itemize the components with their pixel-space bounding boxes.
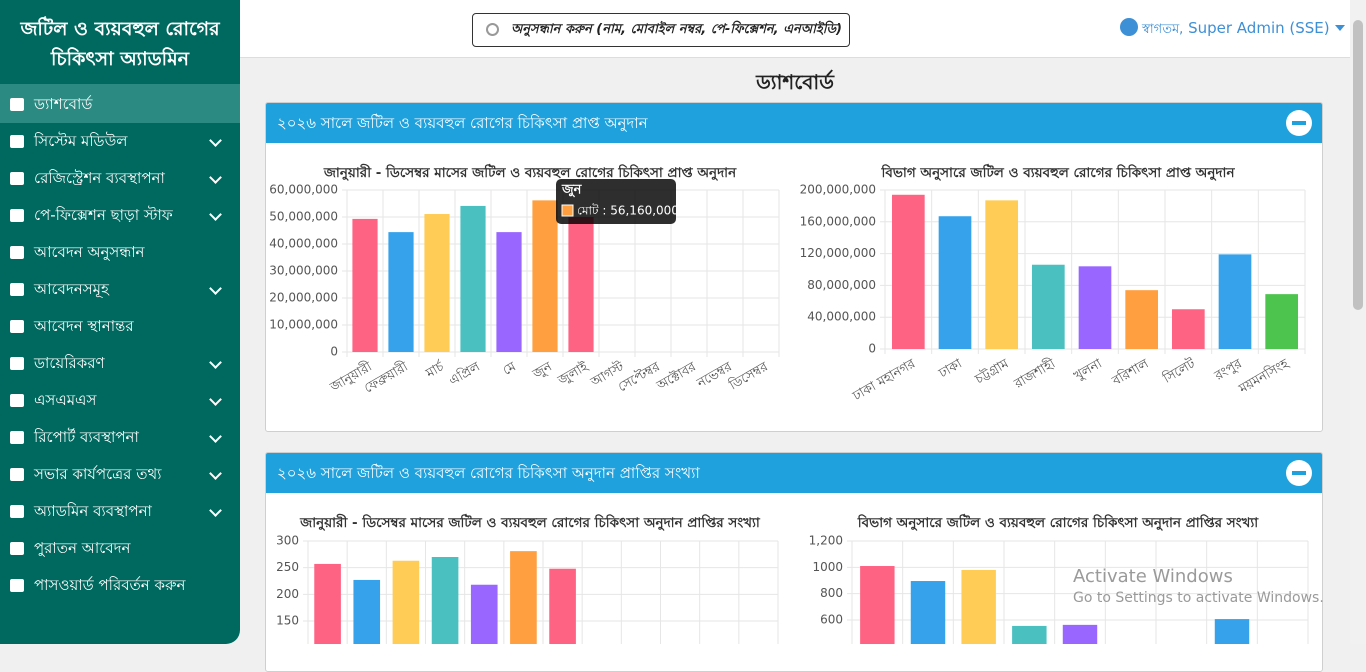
chevron (209, 393, 222, 406)
watermark-text: Go to Settings to activate Windows. (1073, 590, 1324, 606)
chevron (209, 504, 222, 517)
menu-icon (10, 172, 24, 185)
menu-icon (10, 579, 24, 592)
menu-item[interactable]: পাসওয়ার্ড পরিবর্তন করুন (0, 567, 240, 604)
menu-label: ড্যাশবোর্ড (34, 95, 93, 113)
panel-header: ২০২৬ সালে জটিল ও ব্যয়বহুল রোগের চিকিৎসা… (266, 453, 1322, 493)
menu-item[interactable]: আবেদন অনুসন্ধান (0, 234, 240, 271)
menu-icon (10, 357, 24, 370)
menu-label: ডায়েরিকরণ (34, 354, 105, 372)
chevron (209, 171, 222, 184)
greeting: স্বাগতম, (1142, 22, 1184, 37)
brand: জটিল ও ব্যয়বহুল রোগের চিকিৎসা অ্যাডমিন (0, 0, 240, 86)
chevron (209, 356, 222, 369)
menu-item[interactable]: পে-ফিক্সেশন ছাড়া স্টাফ (0, 197, 240, 234)
caret (1334, 25, 1345, 31)
menu-label: রেজিস্ট্রেশন ব্যবস্থাপনা (34, 169, 165, 187)
user-icon (1120, 18, 1138, 36)
panel-header: ২০২৬ সালে জটিল ও ব্যয়বহুল রোগের চিকিৎসা… (266, 103, 1322, 143)
search-placeholder: অনুসন্ধান করুন (নাম, মোবাইল নম্বর, পে-ফি… (511, 22, 842, 37)
panel: ২০২৬ সালে জটিল ও ব্যয়বহুল রোগের চিকিৎসা… (265, 452, 1323, 672)
menu-label: রিপোর্ট ব্যবস্থাপনা (34, 428, 139, 446)
menu-label: এসএমএস (34, 391, 97, 409)
menu-label: আবেদনসমূহ (34, 280, 109, 298)
menu-label: পুরাতন আবেদন (34, 539, 131, 557)
menu-item[interactable]: সভার কার্যপত্রের তথ্য (0, 456, 240, 493)
search-icon (486, 23, 499, 36)
menu-icon (10, 283, 24, 296)
topbar: অনুসন্ধান করুন (নাম, মোবাইল নম্বর, পে-ফি… (240, 0, 1350, 58)
menu-icon (10, 468, 24, 481)
chevron (209, 467, 222, 480)
scroll-thumb[interactable] (1353, 20, 1363, 310)
menu-label: পে-ফিক্সেশন ছাড়া স্টাফ (34, 206, 173, 224)
menu-label: অ্যাডমিন ব্যবস্থাপনা (34, 502, 152, 520)
collapse-button[interactable] (1286, 110, 1312, 136)
menu-item[interactable]: আবেদন স্থানান্তর (0, 308, 240, 345)
chevron (209, 208, 222, 221)
panel-title: ২০২৬ সালে জটিল ও ব্যয়বহুল রোগের চিকিৎসা… (277, 464, 700, 482)
page-title: ড্যাশবোর্ড (756, 70, 834, 94)
panel: ২০২৬ সালে জটিল ও ব্যয়বহুল রোগের চিকিৎসা… (265, 102, 1323, 432)
menu-label: সভার কার্যপত্রের তথ্য (34, 465, 162, 483)
chevron (209, 282, 222, 295)
search-box[interactable]: অনুসন্ধান করুন (নাম, মোবাইল নম্বর, পে-ফি… (472, 13, 850, 47)
menu-icon (10, 246, 24, 259)
chevron (209, 134, 222, 147)
menu-label: আবেদন স্থানান্তর (34, 317, 134, 335)
menu-icon (10, 394, 24, 407)
scrollbar[interactable] (1350, 0, 1366, 644)
menu-item[interactable]: অ্যাডমিন ব্যবস্থাপনা (0, 493, 240, 530)
menu-item[interactable]: আবেদনসমূহ (0, 271, 240, 308)
panel-title: ২০২৬ সালে জটিল ও ব্যয়বহুল রোগের চিকিৎসা… (277, 114, 648, 132)
brand-line: জটিল ও ব্যয়বহুল রোগের (20, 18, 220, 40)
brand-line: চিকিৎসা অ্যাডমিন (50, 48, 190, 70)
menu-icon (10, 98, 24, 111)
menu-icon (10, 542, 24, 555)
menu-item[interactable]: এসএমএস (0, 382, 240, 419)
menu-label: সিস্টেম মডিউল (34, 132, 128, 150)
sidebar: জটিল ও ব্যয়বহুল রোগের চিকিৎসা অ্যাডমিন … (0, 0, 240, 644)
menu-icon (10, 135, 24, 148)
menu-item[interactable]: পুরাতন আবেদন (0, 530, 240, 567)
menu-icon (10, 209, 24, 222)
menu: ড্যাশবোর্ড সিস্টেম মডিউল রেজিস্ট্রেশন ব্যব… (0, 86, 240, 604)
menu-item[interactable]: রেজিস্ট্রেশন ব্যবস্থাপনা (0, 160, 240, 197)
watermark-title: Activate Windows (1073, 566, 1233, 587)
chevron (209, 430, 222, 443)
menu-item[interactable]: রিপোর্ট ব্যবস্থাপনা (0, 419, 240, 456)
menu-item[interactable]: ড্যাশবোর্ড (0, 86, 240, 123)
menu-label: আবেদন অনুসন্ধান (34, 243, 145, 261)
menu-icon (10, 431, 24, 444)
menu-item[interactable]: সিস্টেম মডিউল (0, 123, 240, 160)
menu-icon (10, 320, 24, 333)
watermark: Activate Windows Go to Settings to activ… (1073, 566, 1324, 606)
user-name: Super Admin (SSE) (1188, 19, 1330, 37)
collapse-button[interactable] (1286, 460, 1312, 486)
menu-label: পাসওয়ার্ড পরিবর্তন করুন (34, 576, 186, 594)
menu-icon (10, 505, 24, 518)
user-menu[interactable]: স্বাগতম, Super Admin (SSE) (1120, 18, 1345, 41)
menu-item[interactable]: ডায়েরিকরণ (0, 345, 240, 382)
